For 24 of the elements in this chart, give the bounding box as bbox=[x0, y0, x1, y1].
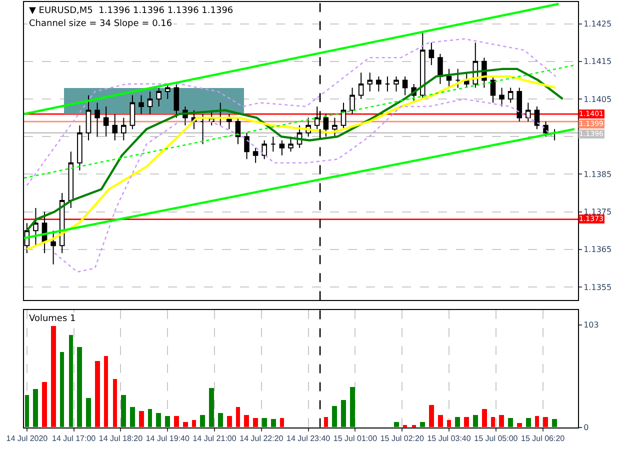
y-tick-label: 1.1385 bbox=[584, 170, 612, 179]
x-tick-label: 14 Jul 2020 bbox=[6, 434, 48, 443]
y-tick-label: 103 bbox=[584, 320, 599, 330]
y-tick-label: 1.1365 bbox=[584, 245, 612, 254]
y-tick-label: 1.1375 bbox=[584, 208, 612, 217]
x-tick-label: 15 Jul 01:00 bbox=[333, 434, 378, 443]
x-tick-label: 15 Jul 02:20 bbox=[380, 434, 424, 443]
text: Channel size = 34 Slope = 0.16 bbox=[29, 19, 172, 29]
y-tick-label: 1.1355 bbox=[584, 282, 612, 292]
y-tick-label: 1.1405 bbox=[584, 94, 612, 104]
x-tick-label: 15 Jul 06:20 bbox=[521, 434, 566, 443]
x-tick-label: 15 Jul 05:00 bbox=[474, 434, 518, 443]
x-tick-label: 14 Jul 21:00 bbox=[192, 434, 237, 443]
x-tick-label: 14 Jul 17:00 bbox=[52, 434, 96, 443]
y-tick-label: 1.1415 bbox=[584, 57, 612, 66]
x-tick-label: 14 Jul 18:20 bbox=[98, 434, 144, 443]
x-tick-label: 14 Jul 23:40 bbox=[286, 434, 331, 443]
x-tick-label: 14 Jul 22:20 bbox=[240, 434, 284, 443]
chart-title: ▼ EURUSD,M5 1.1396 1.1396 1.1396 1.1396 bbox=[29, 6, 234, 16]
text: Volumes 1 bbox=[29, 314, 76, 324]
x-tick-label: 14 Jul 19:40 bbox=[146, 434, 190, 443]
y-tick-label: 0 bbox=[584, 423, 589, 432]
y-tick-label: 1.1425 bbox=[584, 20, 612, 29]
x-tick-label: 15 Jul 03:40 bbox=[427, 434, 472, 443]
